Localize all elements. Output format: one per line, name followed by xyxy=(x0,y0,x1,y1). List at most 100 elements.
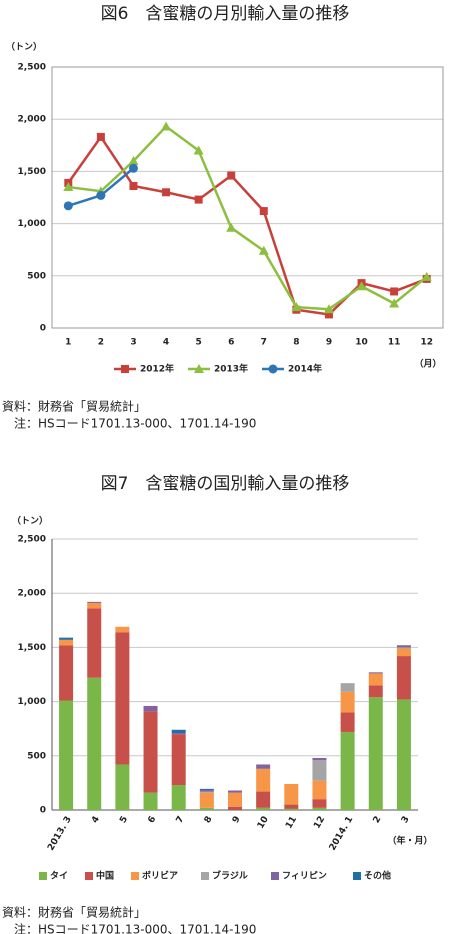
bar-segment xyxy=(312,760,327,781)
bar-segment xyxy=(340,691,355,713)
bar-segment xyxy=(199,792,214,808)
bar-segment xyxy=(59,700,74,810)
x-axis-unit: （年・月） xyxy=(387,835,432,847)
legend-swatch xyxy=(271,872,279,880)
y-tick-label: 500 xyxy=(27,271,46,281)
bar-segment xyxy=(396,648,411,657)
x-tick-label: 6 xyxy=(228,338,234,348)
marker xyxy=(128,163,138,173)
bar-segment xyxy=(87,601,102,603)
bar-segment xyxy=(284,808,299,810)
bar-segment xyxy=(59,645,74,701)
x-tick-label: 7 xyxy=(175,815,187,825)
bar-segment xyxy=(340,712,355,732)
marker xyxy=(258,245,269,255)
x-tick-label: 11 xyxy=(284,815,299,831)
bar-segment xyxy=(143,705,158,712)
footnote: 注：HSコード1701.13-000、1701.14-190 xyxy=(14,416,256,431)
x-tick-label: 9 xyxy=(231,815,243,825)
legend-label: 2012年 xyxy=(140,363,174,375)
bar-segment xyxy=(143,711,158,793)
x-tick-label: 2 xyxy=(98,338,104,348)
bar-segment xyxy=(256,764,271,769)
legend-swatch xyxy=(353,872,361,880)
marker xyxy=(324,310,333,319)
legend-label: タイ xyxy=(50,870,68,882)
bar-segment xyxy=(312,780,327,800)
marker xyxy=(227,171,236,180)
series-line xyxy=(68,124,428,311)
marker xyxy=(389,298,400,308)
source-note: 資料：財務省「貿易統計」 xyxy=(2,905,146,920)
x-tick-label: 2013. 3 xyxy=(46,815,74,853)
y-tick-label: 500 xyxy=(27,751,46,761)
marker xyxy=(63,182,74,192)
chart-title: 図6 含蜜糖の月別輸入量の推移 xyxy=(101,4,350,24)
x-tick-label: 6 xyxy=(147,815,159,825)
y-tick-label: 1,500 xyxy=(18,643,46,653)
legend-label: フィリピン xyxy=(282,870,327,882)
marker xyxy=(356,281,367,291)
marker xyxy=(194,364,204,373)
bar-segment xyxy=(368,672,383,674)
legend-swatch xyxy=(85,872,93,880)
bar-segment xyxy=(228,792,242,807)
marker xyxy=(162,188,171,197)
x-tick-label: 8 xyxy=(293,338,299,348)
x-tick-label: 7 xyxy=(261,338,267,348)
bar-segment xyxy=(312,799,327,808)
x-tick-label: 10 xyxy=(256,815,271,831)
y-tick-label: 0 xyxy=(40,806,46,816)
y-tick-label: 1,000 xyxy=(18,697,46,707)
x-tick-label: 3 xyxy=(130,338,136,348)
bar-segment xyxy=(284,804,299,809)
x-tick-label: 9 xyxy=(326,338,332,348)
bar-segment xyxy=(199,788,214,790)
marker xyxy=(96,132,105,141)
y-axis-unit: （トン） xyxy=(6,42,42,53)
marker xyxy=(259,207,268,216)
marker xyxy=(226,222,237,232)
bar-segment xyxy=(368,673,383,686)
y-tick-label: 0 xyxy=(40,324,46,334)
marker xyxy=(291,302,302,312)
bar-segment xyxy=(199,791,214,793)
x-tick-label: 2 xyxy=(372,815,384,825)
marker xyxy=(129,182,138,191)
x-tick-label: 2014. 1 xyxy=(328,815,356,853)
footnote: 注：HSコード1701.13-000、1701.14-190 xyxy=(14,922,256,934)
legend-swatch xyxy=(131,872,139,880)
x-axis-unit: （月） xyxy=(414,359,441,370)
marker xyxy=(390,287,399,296)
x-tick-label: 12 xyxy=(312,815,327,831)
bar-segment xyxy=(171,734,186,786)
source-note: 資料：財務省「貿易統計」 xyxy=(2,399,146,414)
y-tick-label: 2,000 xyxy=(18,589,46,599)
x-tick-label: 12 xyxy=(420,338,433,348)
bar-segment xyxy=(87,602,102,609)
legend-label: 2014年 xyxy=(288,363,322,375)
bar-segment xyxy=(115,632,130,765)
plot-border xyxy=(51,66,444,329)
marker xyxy=(193,145,204,155)
bar-segment xyxy=(59,639,74,646)
bar-segment xyxy=(228,806,242,810)
x-tick-label: 4 xyxy=(90,815,102,825)
x-tick-label: 8 xyxy=(203,815,215,825)
x-tick-label: 11 xyxy=(388,338,401,348)
bar-segment xyxy=(171,729,186,734)
bar-segment xyxy=(396,645,411,648)
bar-segment xyxy=(171,733,186,735)
marker xyxy=(194,195,203,204)
x-tick-label: 5 xyxy=(118,815,130,825)
bar-segment xyxy=(256,791,271,808)
marker xyxy=(128,155,139,165)
y-tick-label: 2,500 xyxy=(18,535,46,545)
bar-segment xyxy=(115,626,130,633)
bar-segment xyxy=(199,789,214,792)
bar-segment xyxy=(396,656,411,700)
x-tick-label: 3 xyxy=(400,815,412,825)
bar-segment xyxy=(59,637,74,640)
bar-segment xyxy=(396,699,411,810)
